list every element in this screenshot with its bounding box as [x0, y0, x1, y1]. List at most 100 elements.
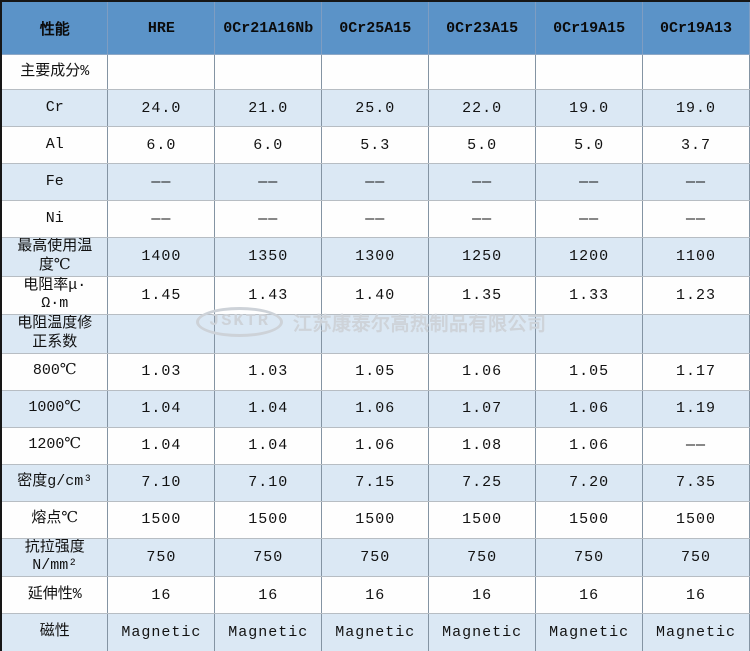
cell-value: 1.07 — [428, 390, 537, 428]
cell-value: 1.05 — [535, 353, 644, 391]
cell-value: 7.25 — [428, 464, 537, 502]
table-row: 熔点℃ 1500 1500 1500 1500 1500 1500 — [1, 501, 750, 539]
cell-value: 1500 — [107, 501, 216, 539]
cell-value: 21.0 — [214, 89, 323, 127]
cell-value: 16 — [214, 576, 323, 614]
cell-value: 1.06 — [428, 353, 537, 391]
row-label: 电阻率μ· Ω·m — [1, 276, 109, 315]
table-row: 1200℃ 1.04 1.04 1.06 1.08 1.06 —— — [1, 427, 750, 465]
row-label: 800℃ — [1, 353, 109, 391]
cell-value: 6.0 — [107, 126, 216, 164]
row-label: 电阻温度修 正系数 — [1, 314, 109, 354]
row-label: 主要成分% — [1, 54, 109, 90]
cell-value: 1100 — [642, 237, 750, 277]
cell-value: 1200 — [535, 237, 644, 277]
cell-value: 19.0 — [535, 89, 644, 127]
cell-value: Magnetic — [214, 613, 323, 651]
cell-value: —— — [321, 163, 430, 201]
cell-value: 3.7 — [642, 126, 750, 164]
cell-value: 16 — [535, 576, 644, 614]
cell-value: 5.3 — [321, 126, 430, 164]
cell-value: 750 — [321, 538, 430, 577]
row-label: 磁性 — [1, 613, 109, 651]
header-row: 性能 HRE 0Cr21A16Nb 0Cr25A15 0Cr23A15 0Cr19A15 0… — [1, 1, 750, 55]
cell-value: 1.35 — [428, 276, 537, 315]
cell-value — [535, 314, 644, 354]
header-cell-alloy: 0Cr25A15 — [321, 1, 430, 55]
table-row: 最高使用温 度℃ 1400 1350 1300 1250 1200 1100 — [1, 237, 750, 277]
cell-value: 7.10 — [107, 464, 216, 502]
cell-value — [428, 54, 537, 90]
header-cell-property: 性能 — [1, 1, 109, 55]
row-label: Fe — [1, 163, 109, 201]
row-label: 1000℃ — [1, 390, 109, 428]
cell-value: —— — [214, 200, 323, 238]
table-row: 电阻温度修 正系数 — [1, 314, 750, 354]
table-row: Ni —— —— —— —— —— —— — [1, 200, 750, 238]
table-row: 1000℃ 1.04 1.04 1.06 1.07 1.06 1.19 — [1, 390, 750, 428]
cell-value: —— — [428, 163, 537, 201]
table-header: 性能 HRE 0Cr21A16Nb 0Cr25A15 0Cr23A15 0Cr19A15 0… — [1, 1, 750, 55]
header-cell-alloy: 0Cr19A13 — [642, 1, 750, 55]
cell-value — [642, 314, 750, 354]
header-cell-alloy: 0Cr19A15 — [535, 1, 644, 55]
cell-value: 7.10 — [214, 464, 323, 502]
cell-value: 1300 — [321, 237, 430, 277]
cell-value: 25.0 — [321, 89, 430, 127]
cell-value: 750 — [214, 538, 323, 577]
cell-value: Magnetic — [428, 613, 537, 651]
row-label: Al — [1, 126, 109, 164]
cell-value — [321, 54, 430, 90]
cell-value: 1.40 — [321, 276, 430, 315]
header-cell-alloy: 0Cr21A16Nb — [214, 1, 323, 55]
cell-value — [535, 54, 644, 90]
cell-value — [428, 314, 537, 354]
cell-value: 1.03 — [214, 353, 323, 391]
table-row: 电阻率μ· Ω·m 1.45 1.43 1.40 1.35 1.33 1.23 — [1, 276, 750, 315]
cell-value: 1.04 — [214, 390, 323, 428]
table-row: 密度g/cm³ 7.10 7.10 7.15 7.25 7.20 7.35 — [1, 464, 750, 502]
cell-value: 750 — [107, 538, 216, 577]
row-label: 最高使用温 度℃ — [1, 237, 109, 277]
cell-value — [214, 54, 323, 90]
table-row: 800℃ 1.03 1.03 1.05 1.06 1.05 1.17 — [1, 353, 750, 391]
cell-value: 16 — [642, 576, 750, 614]
cell-value: —— — [535, 163, 644, 201]
cell-value: 1.03 — [107, 353, 216, 391]
cell-value: 16 — [107, 576, 216, 614]
cell-value: Magnetic — [535, 613, 644, 651]
cell-value: 1400 — [107, 237, 216, 277]
cell-value: 1.33 — [535, 276, 644, 315]
cell-value: 1500 — [428, 501, 537, 539]
table-row: 主要成分% — [1, 54, 750, 90]
table-row: 延伸性% 16 16 16 16 16 16 — [1, 576, 750, 614]
cell-value: —— — [107, 163, 216, 201]
row-label: 1200℃ — [1, 427, 109, 465]
cell-value — [107, 314, 216, 354]
cell-value: 16 — [428, 576, 537, 614]
cell-value: 6.0 — [214, 126, 323, 164]
table-row: Al 6.0 6.0 5.3 5.0 5.0 3.7 — [1, 126, 750, 164]
cell-value: 1250 — [428, 237, 537, 277]
cell-value: —— — [642, 427, 750, 465]
cell-value: 24.0 — [107, 89, 216, 127]
cell-value: 1.04 — [214, 427, 323, 465]
cell-value: 750 — [428, 538, 537, 577]
row-label: 延伸性% — [1, 576, 109, 614]
cell-value: 1.19 — [642, 390, 750, 428]
row-label: 密度g/cm³ — [1, 464, 109, 502]
cell-value: 1.06 — [535, 427, 644, 465]
cell-value: 1.05 — [321, 353, 430, 391]
cell-value: 750 — [535, 538, 644, 577]
cell-value: 5.0 — [535, 126, 644, 164]
cell-value: —— — [535, 200, 644, 238]
cell-value: 1350 — [214, 237, 323, 277]
cell-value: —— — [321, 200, 430, 238]
row-label: Cr — [1, 89, 109, 127]
cell-value — [214, 314, 323, 354]
table-body: 主要成分% Cr 24.0 21.0 25.0 22.0 19.0 19.0 Al 6.0 6.0 5… — [1, 54, 750, 651]
cell-value: —— — [642, 200, 750, 238]
cell-value: 19.0 — [642, 89, 750, 127]
cell-value: 1.06 — [321, 427, 430, 465]
